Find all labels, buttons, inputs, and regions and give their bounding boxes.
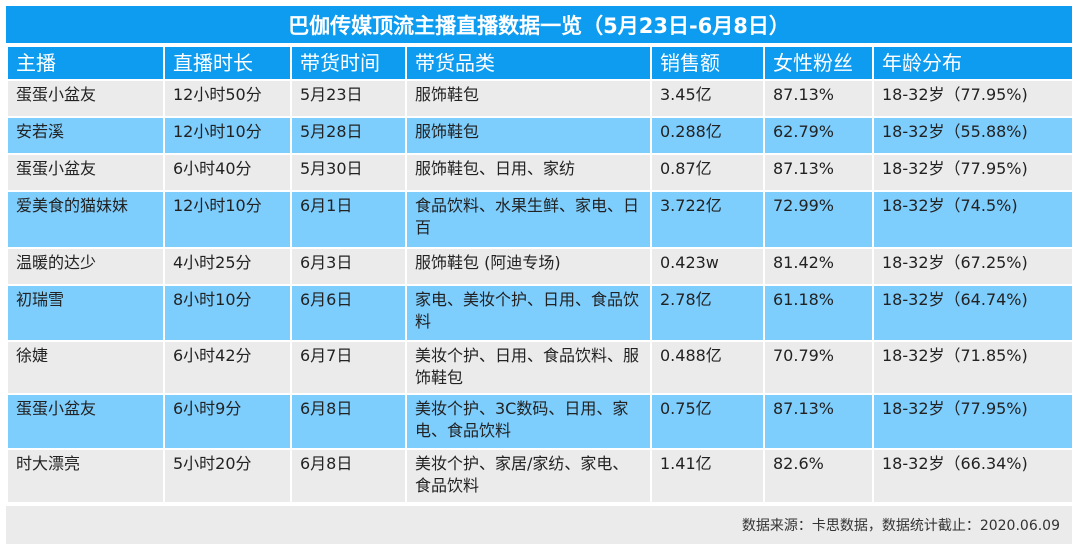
header-row: 主播 直播时长 带货时间 带货品类 销售额 女性粉丝 年龄分布 xyxy=(6,45,1074,81)
cell-sales: 0.87亿 xyxy=(650,153,765,192)
cell-duration: 12小时10分 xyxy=(163,190,292,249)
cell-age: 18-32岁（74.5%) xyxy=(872,190,1074,249)
column-header-category: 带货品类 xyxy=(405,45,652,81)
column-header-duration: 直播时长 xyxy=(163,45,292,81)
cell-date: 6月8日 xyxy=(290,393,407,450)
table-row: 初瑞雪 8小时10分 6月6日 家电、美妆个护、日用、食品饮料 2.78亿 61… xyxy=(6,284,1074,342)
cell-female-fans: 82.6% xyxy=(763,448,874,504)
cell-age: 18-32岁（77.95%) xyxy=(872,79,1074,118)
data-table-panel: 巴伽传媒顶流主播直播数据一览（5月23日-6月8日） 主播 直播时长 带货时间 … xyxy=(6,6,1074,544)
cell-category: 服饰鞋包、日用、家纺 xyxy=(405,153,652,192)
cell-female-fans: 72.99% xyxy=(763,190,874,249)
cell-host: 爱美食的猫妹妹 xyxy=(6,190,165,249)
source-text: 数据来源：卡思数据，数据统计截止：2020.06.09 xyxy=(741,518,1060,534)
cell-host: 初瑞雪 xyxy=(6,284,165,342)
cell-category: 服饰鞋包 (阿迪专场) xyxy=(405,247,652,286)
cell-host: 安若溪 xyxy=(6,116,165,155)
source-footnote: 数据来源：卡思数据，数据统计截止：2020.06.09 xyxy=(6,504,1072,544)
table-row: 安若溪 12小时10分 5月28日 服饰鞋包 0.288亿 62.79% 18-… xyxy=(6,116,1074,155)
cell-category: 家电、美妆个护、日用、食品饮料 xyxy=(405,284,652,342)
cell-age: 18-32岁（77.95%) xyxy=(872,393,1074,450)
cell-category: 美妆个护、3C数码、日用、家电、食品饮料 xyxy=(405,393,652,450)
cell-date: 6月6日 xyxy=(290,284,407,342)
table-row: 蛋蛋小盆友 6小时9分 6月8日 美妆个护、3C数码、日用、家电、食品饮料 0.… xyxy=(6,393,1074,450)
cell-duration: 12小时50分 xyxy=(163,79,292,118)
cell-sales: 0.288亿 xyxy=(650,116,765,155)
cell-sales: 0.423w xyxy=(650,247,765,286)
cell-date: 5月23日 xyxy=(290,79,407,118)
cell-date: 6月1日 xyxy=(290,190,407,249)
cell-age: 18-32岁（55.88%) xyxy=(872,116,1074,155)
cell-date: 5月28日 xyxy=(290,116,407,155)
cell-female-fans: 61.18% xyxy=(763,284,874,342)
table-row: 爱美食的猫妹妹 12小时10分 6月1日 食品饮料、水果生鲜、家电、日百 3.7… xyxy=(6,190,1074,249)
cell-date: 6月8日 xyxy=(290,448,407,504)
cell-date: 5月30日 xyxy=(290,153,407,192)
cell-female-fans: 87.13% xyxy=(763,79,874,118)
table-row: 蛋蛋小盆友 12小时50分 5月23日 服饰鞋包 3.45亿 87.13% 18… xyxy=(6,79,1074,118)
cell-sales: 3.45亿 xyxy=(650,79,765,118)
cell-age: 18-32岁（71.85%) xyxy=(872,340,1074,395)
cell-category: 服饰鞋包 xyxy=(405,116,652,155)
cell-category: 食品饮料、水果生鲜、家电、日百 xyxy=(405,190,652,249)
cell-duration: 6小时9分 xyxy=(163,393,292,450)
cell-host: 蛋蛋小盆友 xyxy=(6,153,165,192)
cell-age: 18-32岁（66.34%) xyxy=(872,448,1074,504)
table-row: 时大漂亮 5小时20分 6月8日 美妆个护、家居/家纺、家电、食品饮料 1.41… xyxy=(6,448,1074,504)
cell-duration: 8小时10分 xyxy=(163,284,292,342)
cell-female-fans: 62.79% xyxy=(763,116,874,155)
cell-host: 温暖的达少 xyxy=(6,247,165,286)
table-row: 蛋蛋小盆友 6小时40分 5月30日 服饰鞋包、日用、家纺 0.87亿 87.1… xyxy=(6,153,1074,192)
column-header-date: 带货时间 xyxy=(290,45,407,81)
column-header-host: 主播 xyxy=(6,45,165,81)
cell-host: 徐婕 xyxy=(6,340,165,395)
table-row: 徐婕 6小时42分 6月7日 美妆个护、日用、食品饮料、服饰鞋包 0.488亿 … xyxy=(6,340,1074,395)
cell-female-fans: 87.13% xyxy=(763,153,874,192)
cell-date: 6月7日 xyxy=(290,340,407,395)
cell-female-fans: 81.42% xyxy=(763,247,874,286)
cell-category: 美妆个护、家居/家纺、家电、食品饮料 xyxy=(405,448,652,504)
cell-sales: 1.41亿 xyxy=(650,448,765,504)
cell-date: 6月3日 xyxy=(290,247,407,286)
cell-duration: 4小时25分 xyxy=(163,247,292,286)
column-header-age: 年龄分布 xyxy=(872,45,1074,81)
cell-age: 18-32岁（77.95%) xyxy=(872,153,1074,192)
cell-age: 18-32岁（64.74%) xyxy=(872,284,1074,342)
cell-category: 美妆个护、日用、食品饮料、服饰鞋包 xyxy=(405,340,652,395)
cell-category: 服饰鞋包 xyxy=(405,79,652,118)
cell-duration: 6小时42分 xyxy=(163,340,292,395)
column-header-female-fans: 女性粉丝 xyxy=(763,45,874,81)
cell-sales: 0.488亿 xyxy=(650,340,765,395)
cell-female-fans: 70.79% xyxy=(763,340,874,395)
cell-age: 18-32岁（67.25%) xyxy=(872,247,1074,286)
cell-host: 蛋蛋小盆友 xyxy=(6,393,165,450)
cell-host: 时大漂亮 xyxy=(6,448,165,504)
cell-sales: 3.722亿 xyxy=(650,190,765,249)
column-header-sales: 销售额 xyxy=(650,45,765,81)
cell-sales: 2.78亿 xyxy=(650,284,765,342)
cell-host: 蛋蛋小盆友 xyxy=(6,79,165,118)
table-row: 温暖的达少 4小时25分 6月3日 服饰鞋包 (阿迪专场) 0.423w 81.… xyxy=(6,247,1074,286)
table-title: 巴伽传媒顶流主播直播数据一览（5月23日-6月8日） xyxy=(6,6,1072,45)
cell-female-fans: 87.13% xyxy=(763,393,874,450)
cell-duration: 5小时20分 xyxy=(163,448,292,504)
cell-duration: 12小时10分 xyxy=(163,116,292,155)
anchor-data-table: 主播 直播时长 带货时间 带货品类 销售额 女性粉丝 年龄分布 蛋蛋小盆友 12… xyxy=(6,45,1074,504)
cell-duration: 6小时40分 xyxy=(163,153,292,192)
cell-sales: 0.75亿 xyxy=(650,393,765,450)
